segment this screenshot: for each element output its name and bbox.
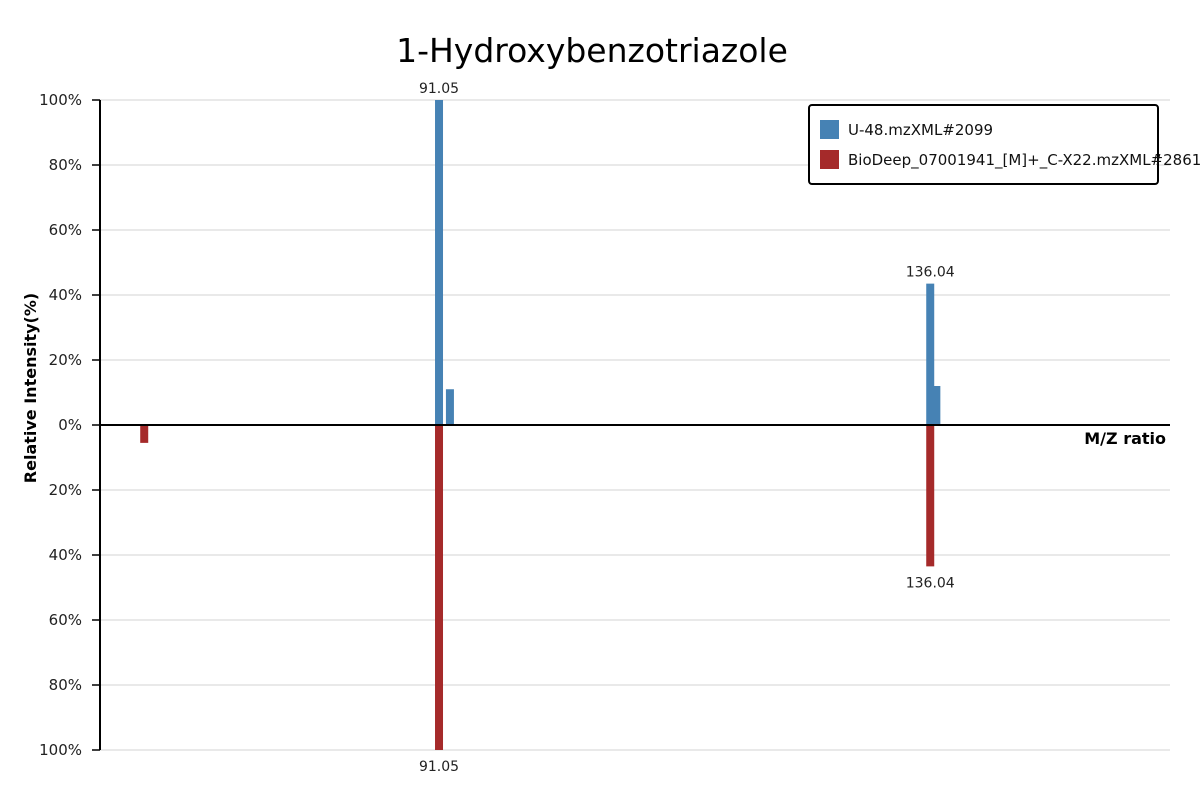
peak-bar-query xyxy=(926,283,935,425)
peak-bar-query xyxy=(435,100,444,425)
chart-title: 1-Hydroxybenzotriazole xyxy=(396,31,788,70)
legend-label-query: U-48.mzXML#2099 xyxy=(848,121,993,139)
peak-bar-reference xyxy=(926,425,935,567)
peak-label-reference: 136.04 xyxy=(906,575,955,591)
peak-bar-reference xyxy=(140,425,149,443)
peak-label-reference: 91.05 xyxy=(419,759,459,775)
legend: U-48.mzXML#2099 BioDeep_07001941_[M]+_C-… xyxy=(808,104,1200,185)
y-tick-label: 20% xyxy=(49,481,82,499)
x-axis-label: M/Z ratio xyxy=(1084,429,1166,448)
peak-label-query: 91.05 xyxy=(419,81,459,97)
y-tick-label: 60% xyxy=(49,611,82,629)
axes-layer xyxy=(99,100,1170,750)
ticks-layer: 100% 80% 60% 40% 20% 0% 20% 40% 60% 80% 100% xyxy=(39,91,100,759)
legend-label-reference: BioDeep_07001941_[M]+_C-X22.mzXML#2861 xyxy=(848,151,1200,170)
peak-bar-query xyxy=(445,389,454,425)
bars-layer xyxy=(140,100,941,750)
grid-layer xyxy=(100,99,1170,751)
y-tick-label: 60% xyxy=(49,221,82,239)
peak-bar-query xyxy=(932,386,941,425)
y-tick-label: 100% xyxy=(39,741,82,759)
y-tick-label: 80% xyxy=(49,156,82,174)
peak-labels-layer: 91.05 136.04 91.05 136.04 xyxy=(419,81,955,775)
y-tick-label: 20% xyxy=(49,351,82,369)
y-tick-label: 100% xyxy=(39,91,82,109)
y-tick-label: 80% xyxy=(49,676,82,694)
legend-box xyxy=(808,104,1159,185)
y-tick-label: 40% xyxy=(49,546,82,564)
y-tick-label: 0% xyxy=(58,416,82,434)
peak-label-query: 136.04 xyxy=(906,265,955,281)
legend-swatch-query xyxy=(820,120,839,139)
peak-bar-reference xyxy=(435,425,444,750)
y-tick-label: 40% xyxy=(49,286,82,304)
y-axis-label: Relative Intensity(%) xyxy=(21,293,40,483)
legend-swatch-reference xyxy=(820,150,839,169)
